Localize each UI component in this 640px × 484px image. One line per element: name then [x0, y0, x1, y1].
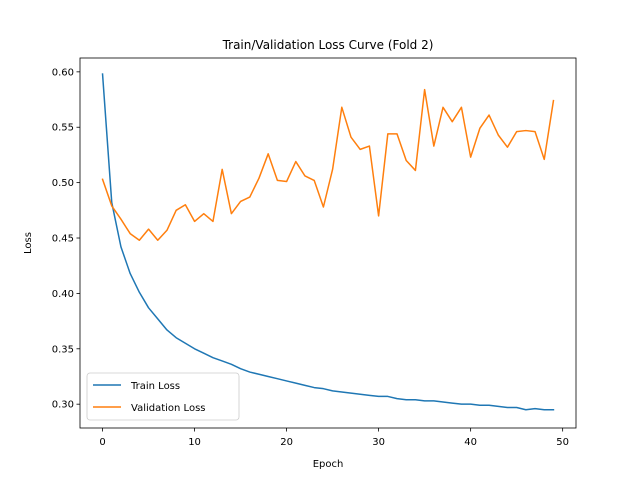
- legend-label-train-loss: Train Loss: [130, 381, 180, 392]
- x-tick-label: 30: [372, 437, 385, 448]
- x-tick-label: 10: [188, 437, 201, 448]
- legend-label-validation-loss: Validation Loss: [131, 403, 206, 414]
- y-tick-label: 0.60: [52, 67, 74, 78]
- x-tick-label: 50: [556, 437, 569, 448]
- y-tick-label: 0.30: [52, 400, 74, 411]
- legend-box: [86, 372, 240, 421]
- x-tick-label: 40: [464, 437, 477, 448]
- legend: Train Loss Validation Loss: [86, 372, 240, 421]
- y-tick-label: 0.40: [52, 289, 74, 300]
- y-tick-label: 0.50: [52, 178, 74, 189]
- y-tick-label: 0.55: [52, 123, 74, 134]
- plot-frame: [79, 57, 577, 429]
- y-axis-ticks: 0.30 0.35 0.40 0.45 0.50 0.55 0.60: [52, 67, 80, 411]
- series-line-train-loss: [101, 73, 555, 411]
- y-axis-label: Loss: [23, 232, 34, 254]
- x-axis-ticks: 0 10 20 30 40 50: [99, 428, 569, 448]
- x-tick-label: 20: [280, 437, 293, 448]
- chart-title: Train/Validation Loss Curve (Fold 2): [222, 38, 434, 52]
- x-tick-label: 0: [99, 437, 105, 448]
- y-tick-label: 0.35: [52, 344, 74, 355]
- series-layer: [101, 73, 555, 411]
- x-axis-label: Epoch: [313, 459, 344, 470]
- series-line-validation-loss: [101, 88, 555, 241]
- plot-area: [80, 58, 576, 428]
- y-tick-label: 0.45: [52, 234, 74, 245]
